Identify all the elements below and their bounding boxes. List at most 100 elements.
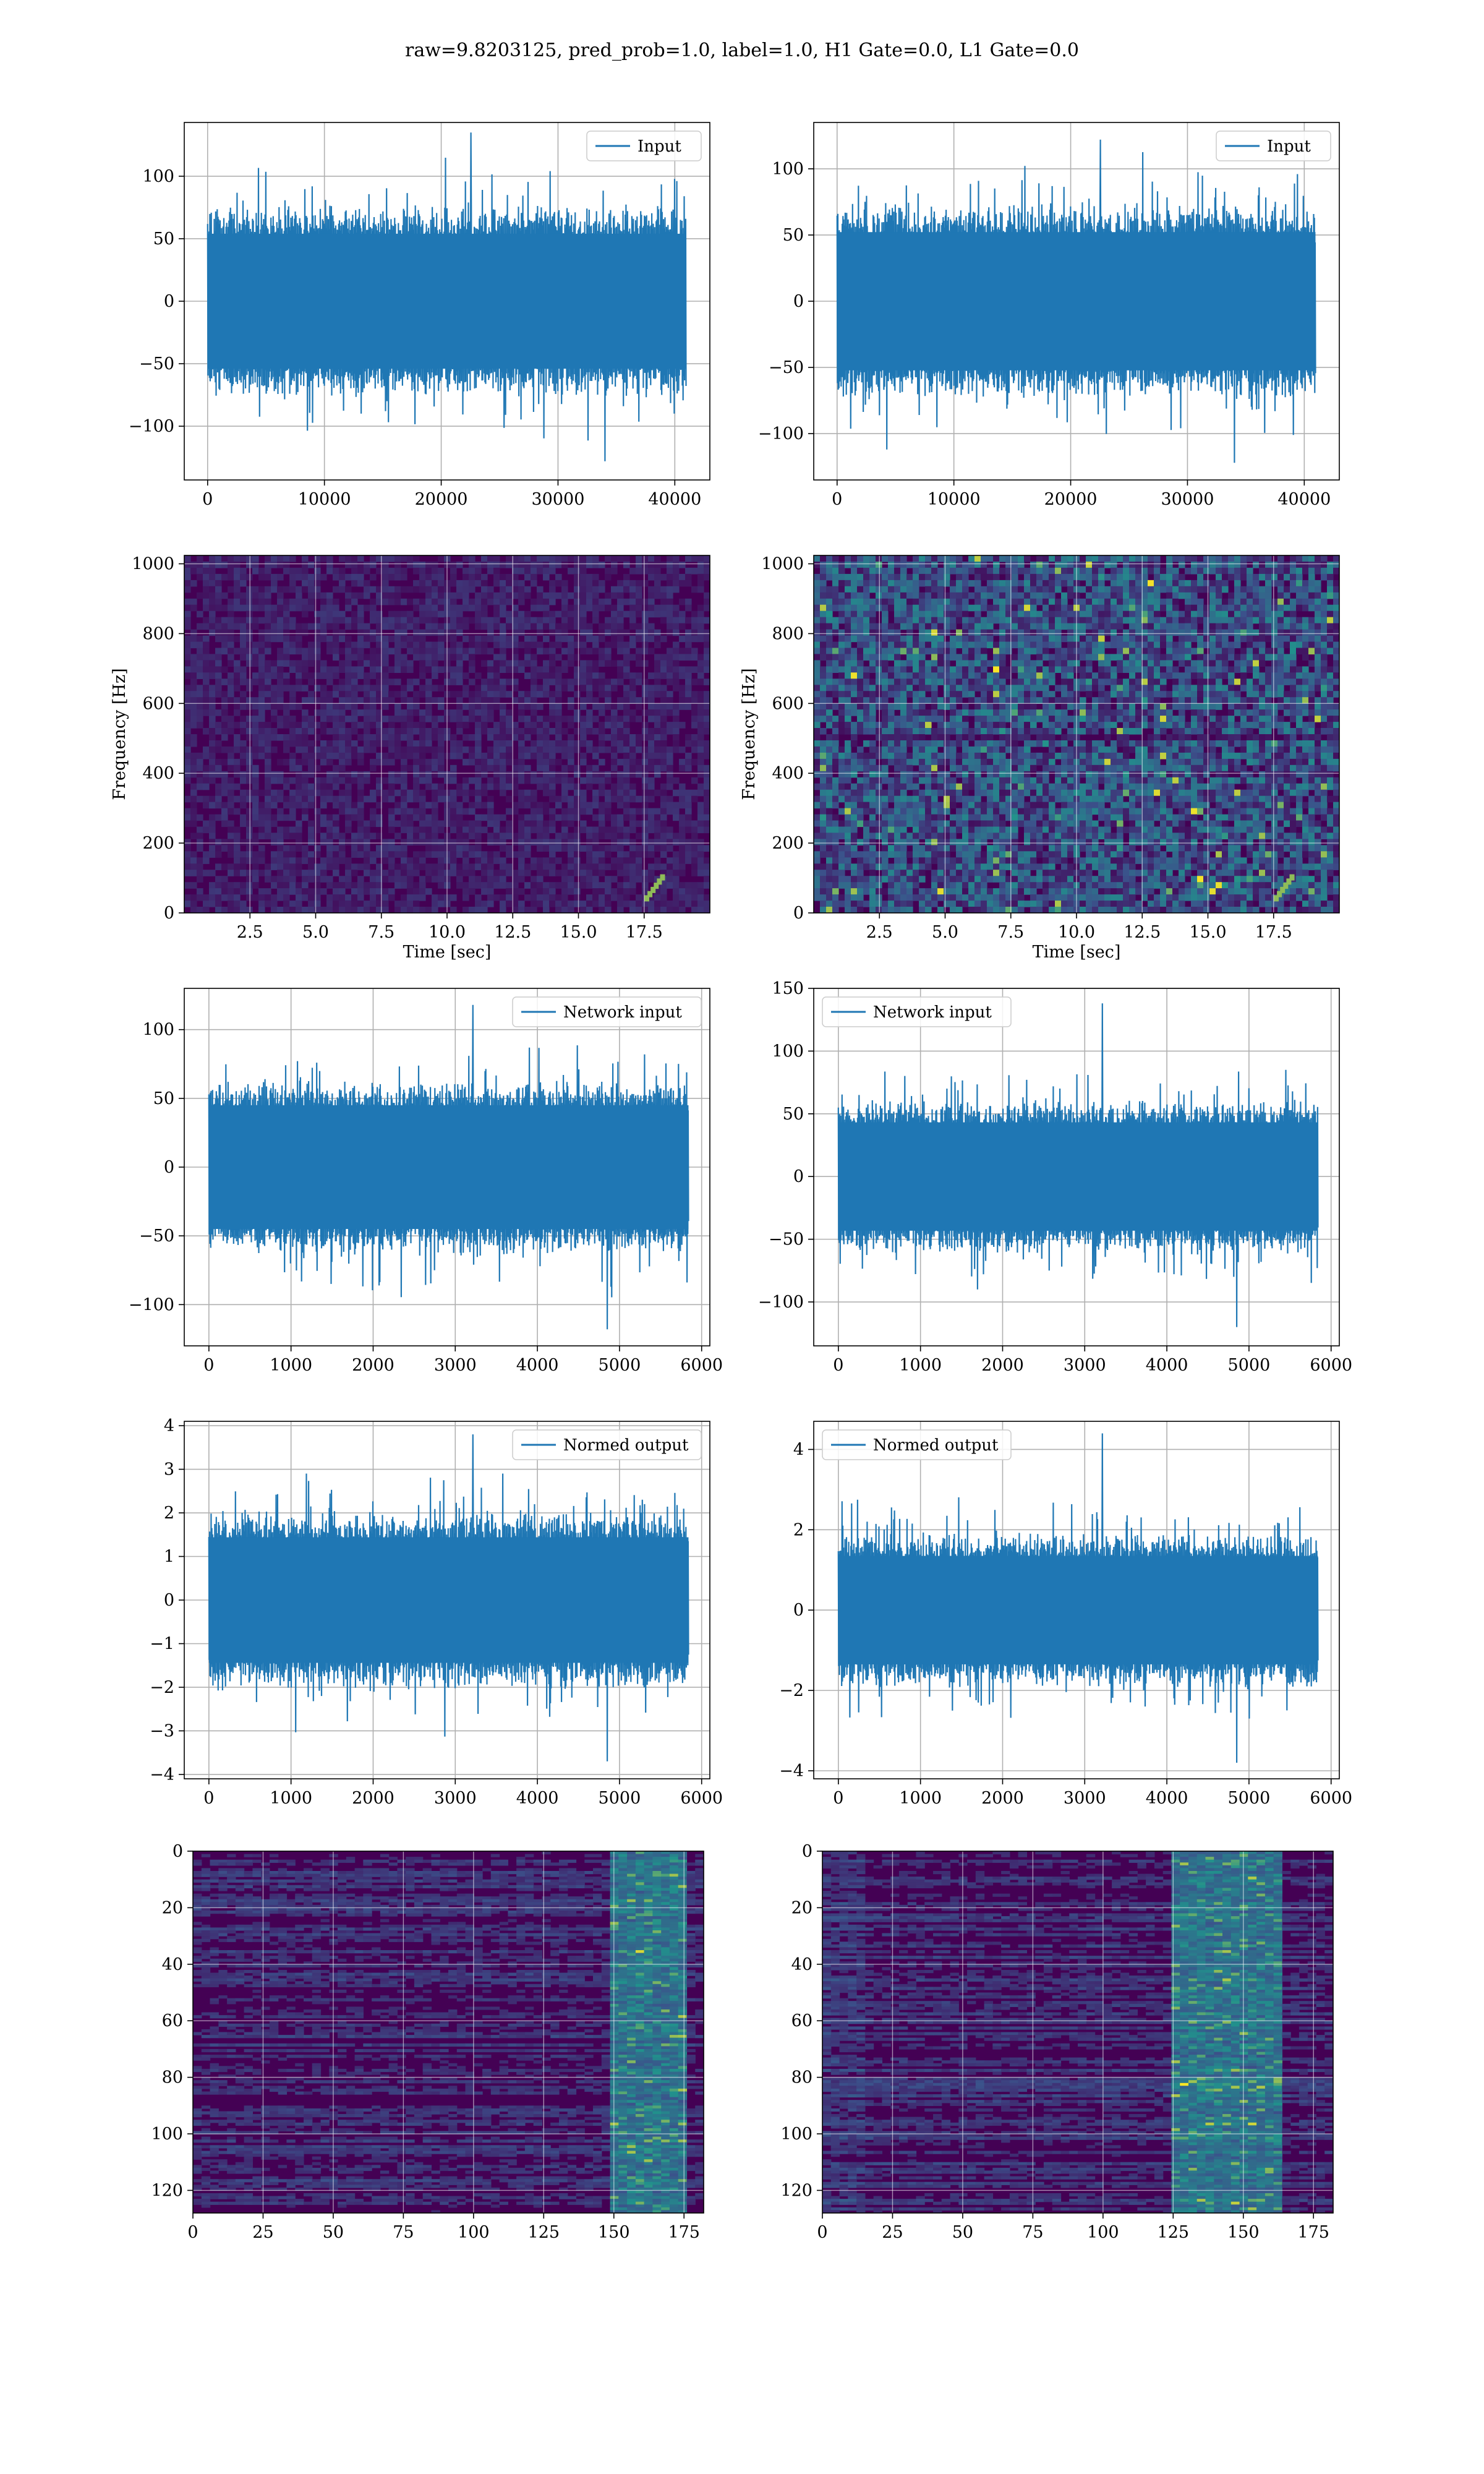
chart-r4c2: Normed output 0 1000 2000 3000 4000 5000 6000 −4… [779, 1421, 1352, 1808]
x-tick-label: 4000 [516, 1789, 559, 1808]
x-tick-label: 10.0 [1058, 923, 1095, 942]
chirp-mark [644, 895, 649, 902]
y-tick-label: 100 [151, 2125, 183, 2144]
chirp-mark [1274, 895, 1279, 902]
x-axis: 2.5 5.0 7.5 10.0 12.5 15.0 17.5 [866, 913, 1292, 942]
y-tick-label: 150 [772, 979, 804, 998]
y-tick-label: 800 [772, 624, 804, 643]
x-tick-label: 20000 [415, 490, 468, 509]
x-tick-label: 0 [833, 1356, 843, 1375]
x-tick-label: 6000 [680, 1356, 723, 1375]
y-tick-label: −50 [139, 1226, 174, 1246]
chirp-mark [657, 878, 662, 885]
y-axis: 0 20 40 60 80 100 120 [780, 1842, 822, 2200]
x-tick-label: 25 [252, 2223, 273, 2242]
x-tick-label: 150 [598, 2223, 630, 2242]
x-tick-label: 3000 [434, 1356, 477, 1375]
x-tick-label: 0 [203, 1789, 214, 1808]
x-axis-label: Time [sec] [403, 943, 492, 962]
y-tick-label: 120 [151, 2181, 183, 2200]
x-axis: 0 10000 20000 30000 40000 [202, 480, 701, 509]
x-tick-label: 2000 [981, 1356, 1024, 1375]
x-tick-label: 125 [528, 2223, 560, 2242]
y-tick-label: 600 [772, 694, 804, 713]
chirp-mark [1277, 891, 1282, 897]
y-tick-label: 0 [793, 1601, 804, 1620]
chirp-mark [654, 883, 659, 889]
chart-r4c1: Normed output 0 1000 2000 3000 4000 5000 6000 −4… [150, 1416, 723, 1808]
x-axis: 2.5 5.0 7.5 10.0 12.5 15.0 17.5 [237, 913, 663, 942]
y-tick-label: 120 [780, 2181, 812, 2200]
y-tick-label: 1 [164, 1547, 174, 1567]
x-tick-label: 5.0 [932, 923, 958, 942]
y-axis: −4 −2 0 2 4 [779, 1440, 814, 1781]
y-tick-label: 0 [173, 1842, 183, 1861]
chirp-mark [1280, 886, 1286, 893]
axes-frame [192, 1851, 704, 2214]
x-tick-label: 30000 [1161, 490, 1214, 509]
x-tick-label: 0 [833, 1789, 843, 1808]
series-band [208, 1105, 689, 1230]
legend-label: Network input [563, 1003, 682, 1022]
x-tick-label: 1000 [899, 1789, 942, 1808]
x-tick-label: 2000 [352, 1789, 394, 1808]
chart-r5c1: 0 25 50 75 100 125 150 175 0 20 40 60 80 100 120 [151, 1842, 704, 2242]
x-tick-label: 175 [1297, 2223, 1329, 2242]
legend: Normed output [512, 1429, 702, 1460]
y-tick-label: −100 [129, 417, 174, 436]
x-tick-label: 4000 [516, 1356, 559, 1375]
legend: Input [1216, 131, 1331, 161]
x-axis: 0 1000 2000 3000 4000 5000 6000 [833, 1779, 1352, 1808]
x-axis: 0 1000 2000 3000 4000 5000 6000 [203, 1346, 723, 1375]
y-tick-label: 0 [802, 1842, 812, 1861]
axes-frame [813, 1421, 1340, 1779]
y-tick-label: 400 [772, 764, 804, 783]
x-tick-label: 175 [668, 2223, 700, 2242]
chart-r2c1: 2.5 5.0 7.5 10.0 12.5 15.0 17.5 0 200 400 600 800 10… [110, 555, 710, 962]
axes-frame [813, 988, 1340, 1346]
y-tick-label: 60 [791, 2011, 812, 2031]
x-tick-label: 75 [1022, 2223, 1043, 2242]
y-tick-label: 100 [772, 160, 804, 179]
x-tick-label: 0 [832, 490, 842, 509]
y-axis: −100 −50 0 50 100 150 [758, 979, 814, 1312]
chirp-mark [1286, 878, 1292, 885]
x-axis: 0 1000 2000 3000 4000 5000 6000 [833, 1346, 1352, 1375]
legend-label: Normed output [563, 1436, 689, 1455]
y-tick-label: −50 [769, 358, 804, 377]
x-tick-label: 125 [1158, 2223, 1190, 2242]
y-tick-label: 40 [791, 1955, 812, 1974]
chirp-mark [660, 874, 665, 881]
y-axis: −100 −50 0 50 100 [758, 160, 814, 443]
x-tick-label: 5.0 [302, 923, 329, 942]
chart-r1c2: Input 0 10000 20000 30000 40000 −100 −50 0 50 100 [758, 122, 1340, 509]
x-tick-label: 10000 [927, 490, 981, 509]
x-tick-label: 4000 [1146, 1789, 1188, 1808]
y-axis-label: Frequency [Hz] [110, 668, 129, 800]
y-tick-label: 100 [780, 2125, 812, 2144]
x-tick-label: 20000 [1044, 490, 1098, 509]
y-axis-label: Frequency [Hz] [740, 668, 759, 800]
y-axis: −4 −3 −2 −1 0 1 2 3 4 [150, 1416, 184, 1784]
y-tick-label: −4 [150, 1765, 174, 1784]
y-tick-label: −2 [779, 1681, 804, 1700]
y-tick-label: 800 [142, 624, 174, 643]
y-tick-label: 80 [162, 2068, 183, 2087]
x-tick-label: 6000 [680, 1789, 723, 1808]
y-tick-label: 4 [793, 1440, 804, 1459]
y-tick-label: 200 [142, 834, 174, 853]
heatmap-cells [193, 1851, 704, 2213]
y-tick-label: −50 [769, 1230, 804, 1249]
x-tick-label: 5000 [1228, 1356, 1271, 1375]
x-tick-label: 7.5 [997, 923, 1024, 942]
x-tick-label: 10000 [298, 490, 351, 509]
legend-label: Input [638, 137, 681, 156]
x-tick-label: 50 [323, 2223, 344, 2242]
x-tick-label: 40000 [648, 490, 701, 509]
y-tick-label: 0 [164, 292, 174, 311]
x-tick-label: 2000 [352, 1356, 394, 1375]
x-tick-label: 6000 [1310, 1789, 1352, 1808]
x-tick-label: 0 [187, 2223, 198, 2242]
